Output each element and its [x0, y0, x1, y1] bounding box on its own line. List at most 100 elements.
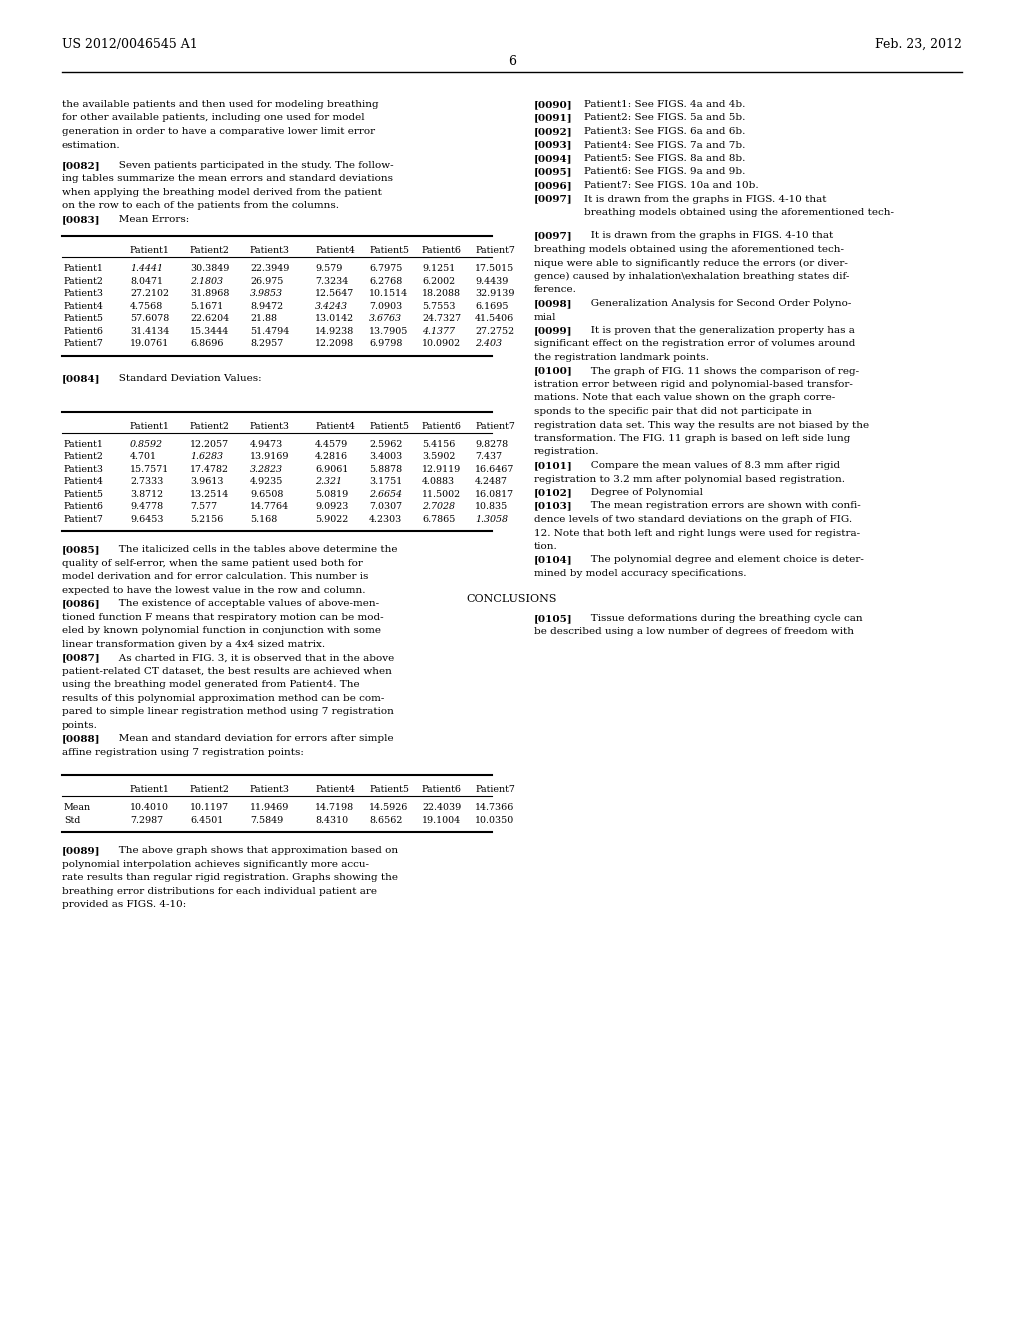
- Text: Patient7: Patient7: [475, 422, 515, 430]
- Text: 9.1251: 9.1251: [422, 264, 456, 273]
- Text: 6.1695: 6.1695: [475, 302, 509, 310]
- Text: 10.0902: 10.0902: [422, 339, 461, 348]
- Text: 22.6204: 22.6204: [190, 314, 229, 323]
- Text: breathing error distributions for each individual patient are: breathing error distributions for each i…: [62, 887, 377, 896]
- Text: The polynomial degree and element choice is deter-: The polynomial degree and element choice…: [581, 556, 864, 565]
- Text: 4.1377: 4.1377: [422, 327, 455, 335]
- Text: Mean Errors:: Mean Errors:: [109, 215, 189, 224]
- Text: 3.4003: 3.4003: [369, 453, 402, 461]
- Text: 5.9022: 5.9022: [315, 515, 348, 524]
- Text: 4.2303: 4.2303: [369, 515, 402, 524]
- Text: 7.437: 7.437: [475, 453, 502, 461]
- Text: It is proven that the generalization property has a: It is proven that the generalization pro…: [581, 326, 855, 335]
- Text: 2.1803: 2.1803: [190, 277, 223, 285]
- Text: Standard Deviation Values:: Standard Deviation Values:: [109, 374, 261, 383]
- Text: Patient4: Patient4: [63, 478, 103, 486]
- Text: 27.2102: 27.2102: [130, 289, 169, 298]
- Text: [0103]: [0103]: [534, 502, 572, 511]
- Text: 12.2098: 12.2098: [315, 339, 354, 348]
- Text: 51.4794: 51.4794: [250, 327, 289, 335]
- Text: patient-related CT dataset, the best results are achieved when: patient-related CT dataset, the best res…: [62, 667, 392, 676]
- Text: 5.1671: 5.1671: [190, 302, 223, 310]
- Text: generation in order to have a comparative lower limit error: generation in order to have a comparativ…: [62, 127, 375, 136]
- Text: Patient5: Patient5: [369, 247, 409, 255]
- Text: results of this polynomial approximation method can be com-: results of this polynomial approximation…: [62, 694, 384, 702]
- Text: model derivation and for error calculation. This number is: model derivation and for error calculati…: [62, 573, 369, 581]
- Text: Patient5: Patient5: [369, 422, 409, 430]
- Text: Patient1: Patient1: [63, 264, 103, 273]
- Text: 21.88: 21.88: [250, 314, 278, 323]
- Text: [0104]: [0104]: [534, 556, 572, 565]
- Text: [0096]: [0096]: [534, 181, 572, 190]
- Text: Mean and standard deviation for errors after simple: Mean and standard deviation for errors a…: [109, 734, 393, 743]
- Text: 14.5926: 14.5926: [369, 804, 409, 812]
- Text: mations. Note that each value shown on the graph corre-: mations. Note that each value shown on t…: [534, 393, 836, 403]
- Text: Patient4: See FIGS. 7a and 7b.: Patient4: See FIGS. 7a and 7b.: [584, 140, 745, 149]
- Text: 6.9798: 6.9798: [369, 339, 402, 348]
- Text: The mean registration errors are shown with confi-: The mean registration errors are shown w…: [581, 502, 861, 511]
- Text: 57.6078: 57.6078: [130, 314, 169, 323]
- Text: 13.9169: 13.9169: [250, 453, 290, 461]
- Text: istration error between rigid and polynomial-based transfor-: istration error between rigid and polyno…: [534, 380, 853, 389]
- Text: 8.4310: 8.4310: [315, 816, 348, 825]
- Text: Patient3: Patient3: [250, 422, 290, 430]
- Text: the registration landmark points.: the registration landmark points.: [534, 352, 709, 362]
- Text: CONCLUSIONS: CONCLUSIONS: [467, 594, 557, 605]
- Text: the available patients and then used for modeling breathing: the available patients and then used for…: [62, 100, 379, 110]
- Text: 31.8968: 31.8968: [190, 289, 229, 298]
- Text: 18.2088: 18.2088: [422, 289, 461, 298]
- Text: 31.4134: 31.4134: [130, 327, 169, 335]
- Text: 22.3949: 22.3949: [250, 264, 290, 273]
- Text: 15.7571: 15.7571: [130, 465, 169, 474]
- Text: 9.579: 9.579: [315, 264, 342, 273]
- Text: 27.2752: 27.2752: [475, 327, 514, 335]
- Text: Patient7: Patient7: [63, 515, 103, 524]
- Text: Patient5: See FIGS. 8a and 8b.: Patient5: See FIGS. 8a and 8b.: [584, 154, 745, 162]
- Text: 14.7764: 14.7764: [250, 502, 289, 511]
- Text: Patient1: Patient1: [130, 247, 170, 255]
- Text: Patient2: Patient2: [63, 453, 103, 461]
- Text: Patient4: Patient4: [315, 422, 355, 430]
- Text: Patient3: Patient3: [63, 289, 104, 298]
- Text: 9.4439: 9.4439: [475, 277, 508, 285]
- Text: Patient3: See FIGS. 6a and 6b.: Patient3: See FIGS. 6a and 6b.: [584, 127, 745, 136]
- Text: 2.7028: 2.7028: [422, 502, 455, 511]
- Text: 2.321: 2.321: [315, 478, 342, 486]
- Text: 2.7333: 2.7333: [130, 478, 164, 486]
- Text: Degree of Polynomial: Degree of Polynomial: [581, 488, 703, 498]
- Text: [0087]: [0087]: [62, 653, 100, 663]
- Text: ing tables summarize the mean errors and standard deviations: ing tables summarize the mean errors and…: [62, 174, 393, 183]
- Text: 9.6508: 9.6508: [250, 490, 284, 499]
- Text: 14.9238: 14.9238: [315, 327, 354, 335]
- Text: 3.4243: 3.4243: [315, 302, 348, 310]
- Text: points.: points.: [62, 721, 98, 730]
- Text: 13.2514: 13.2514: [190, 490, 229, 499]
- Text: 7.3234: 7.3234: [315, 277, 348, 285]
- Text: Patient1: See FIGS. 4a and 4b.: Patient1: See FIGS. 4a and 4b.: [584, 100, 745, 110]
- Text: 1.6283: 1.6283: [190, 453, 223, 461]
- Text: [0099]: [0099]: [534, 326, 572, 335]
- Text: Patient1: Patient1: [63, 440, 103, 449]
- Text: Patient6: Patient6: [63, 327, 104, 335]
- Text: 3.9853: 3.9853: [250, 289, 283, 298]
- Text: breathing models obtained using the aforementioned tech-: breathing models obtained using the afor…: [534, 246, 844, 253]
- Text: expected to have the lowest value in the row and column.: expected to have the lowest value in the…: [62, 586, 366, 595]
- Text: Tissue deformations during the breathing cycle can: Tissue deformations during the breathing…: [581, 614, 862, 623]
- Text: [0091]: [0091]: [534, 114, 572, 123]
- Text: be described using a low number of degrees of freedom with: be described using a low number of degre…: [534, 627, 854, 636]
- Text: 6.4501: 6.4501: [190, 816, 223, 825]
- Text: 16.0817: 16.0817: [475, 490, 514, 499]
- Text: 6.9061: 6.9061: [315, 465, 348, 474]
- Text: Patient6: Patient6: [422, 785, 462, 795]
- Text: 1.3058: 1.3058: [475, 515, 508, 524]
- Text: Generalization Analysis for Second Order Polyno-: Generalization Analysis for Second Order…: [581, 300, 851, 308]
- Text: 13.7905: 13.7905: [369, 327, 409, 335]
- Text: 22.4039: 22.4039: [422, 804, 461, 812]
- Text: Patient7: Patient7: [63, 339, 103, 348]
- Text: 4.9473: 4.9473: [250, 440, 284, 449]
- Text: 7.2987: 7.2987: [130, 816, 163, 825]
- Text: 3.8712: 3.8712: [130, 490, 163, 499]
- Text: 7.0903: 7.0903: [369, 302, 402, 310]
- Text: 11.5002: 11.5002: [422, 490, 461, 499]
- Text: [0094]: [0094]: [534, 154, 572, 162]
